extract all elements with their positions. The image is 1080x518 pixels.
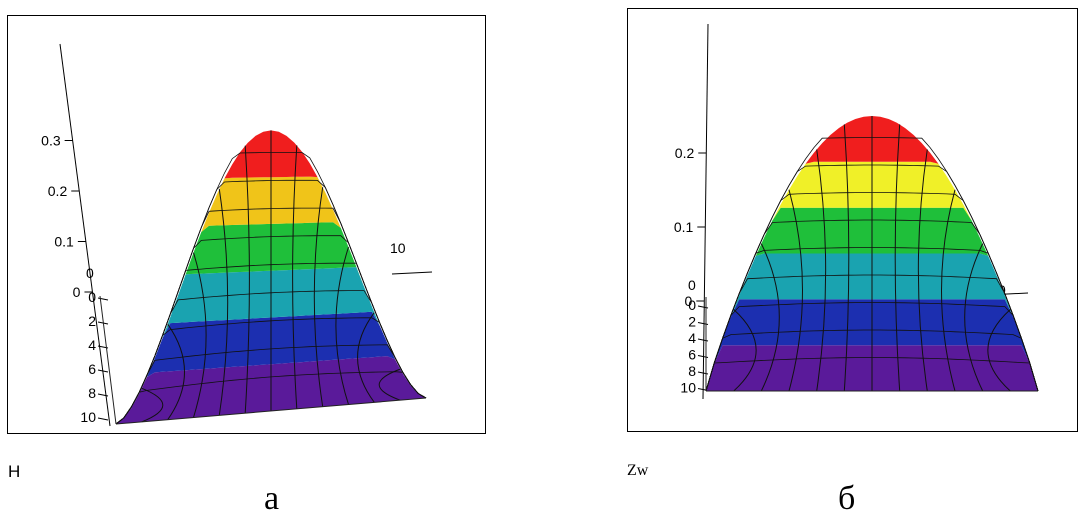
surface-group — [99, 130, 427, 425]
mesh-line — [964, 243, 984, 392]
surface-side-edge — [99, 295, 117, 425]
surface-band — [116, 311, 426, 424]
mesh-contour — [115, 317, 427, 425]
mesh-line — [335, 246, 349, 405]
mesh-line — [357, 312, 375, 403]
y-tick-label: 8 — [88, 385, 96, 401]
mesh-line — [733, 309, 757, 392]
mesh-line — [941, 189, 956, 392]
surface-plot-a: 0.3 0.2 0.1 0 0 2 4 6 8 10 0 10 — [7, 15, 486, 434]
mesh-contour — [705, 329, 1039, 392]
x-tick-label: 0 — [86, 265, 94, 281]
mesh-contour — [705, 274, 1039, 392]
y-tick-label: 8 — [688, 363, 696, 379]
mesh-line — [917, 149, 928, 392]
y-tick — [97, 369, 109, 373]
surface-group — [705, 116, 1039, 392]
surface-band — [706, 253, 1038, 391]
mesh-contour — [705, 357, 1039, 392]
mesh-line — [788, 189, 803, 392]
z-tick-label: 0.2 — [48, 183, 68, 199]
mesh-line — [816, 149, 827, 392]
surface-plot-b-svg: 0.20.10024681000 — [674, 23, 1039, 400]
y-tick-label: 10 — [680, 380, 696, 396]
surface-plot-b: 0.20.10024681000 — [627, 8, 1078, 432]
y-tick-label: 2 — [688, 314, 696, 330]
mesh-line — [760, 243, 780, 392]
mesh-line — [843, 124, 850, 392]
mesh-contour — [705, 302, 1039, 392]
z-tick-label: 0.1 — [54, 234, 74, 250]
z-axis-line — [59, 43, 111, 427]
y-tick — [97, 393, 109, 397]
z-tick-label: 0 — [685, 293, 693, 309]
x-axis-line — [391, 271, 433, 275]
y-tick-label: 4 — [688, 330, 696, 346]
mesh-line — [218, 188, 229, 416]
z-tick-label: 0.3 — [41, 133, 61, 149]
caption-a: а — [264, 480, 280, 517]
y-tick — [97, 297, 109, 301]
surface-band — [116, 222, 426, 424]
mesh-line — [141, 387, 164, 423]
mesh-contour — [115, 344, 427, 425]
y-tick-label: 0 — [88, 289, 96, 305]
mesh-contour — [115, 152, 427, 425]
y-tick-label: 6 — [688, 347, 696, 363]
mesh-line — [193, 252, 207, 418]
y-tick-label: 2 — [88, 313, 96, 329]
mesh-line — [894, 124, 901, 392]
mesh-line — [987, 309, 1011, 392]
function-label-a: H — [8, 462, 21, 481]
mesh-line — [167, 323, 185, 420]
z-tick-label: 0.1 — [674, 219, 694, 235]
z-axis-line — [702, 23, 709, 400]
surface-band — [116, 267, 426, 424]
mesh-contour — [705, 137, 1039, 392]
mesh-contour — [115, 371, 427, 425]
z-tick-label: 0 — [73, 284, 81, 300]
caption-b: б — [838, 480, 856, 517]
function-label-b: Zw — [627, 462, 649, 479]
mesh-line — [313, 187, 324, 407]
y-tick — [97, 417, 109, 421]
x-tick-label: 0 — [688, 277, 696, 293]
y-tick-label: 4 — [88, 337, 96, 353]
mesh-contour — [705, 247, 1039, 392]
y-tick-label: 10 — [80, 409, 96, 425]
y-tick-label: 0 — [688, 297, 696, 313]
x-tick-label: 10 — [390, 240, 406, 256]
surface-base-edge — [115, 397, 427, 425]
z-tick-label: 0.2 — [675, 145, 695, 161]
y-tick-label: 6 — [88, 361, 96, 377]
